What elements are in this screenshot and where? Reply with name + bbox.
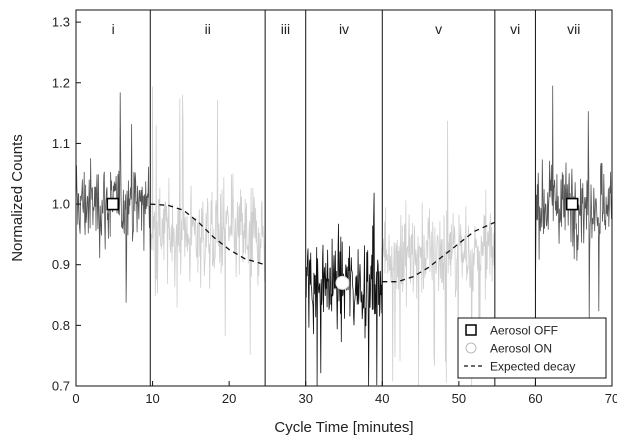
phase-label-i: i [112, 21, 115, 37]
noise-trace-5 [535, 85, 613, 323]
phase-labels: i ii iii iv v vi vii [112, 21, 581, 37]
phase-label-iv: iv [339, 21, 349, 37]
legend-box [457, 317, 607, 379]
noise-trace-4 [381, 120, 496, 387]
x-axis-label: Cycle Time [minutes] [274, 419, 413, 436]
plot-frame [75, 9, 613, 387]
phase-label-vii: vii [567, 21, 580, 37]
legend-label: Expected decay [490, 360, 575, 374]
y-tick-label: 1.0 [52, 197, 70, 212]
expected-decay-line [382, 221, 496, 283]
noise-trace-2 [149, 86, 266, 355]
legend-circle-symbol [465, 342, 477, 354]
y-tick-label: 0.8 [52, 318, 70, 333]
x-tick-label: 40 [375, 391, 389, 406]
x-tick-label: 20 [222, 391, 236, 406]
y-axis-label: Normalized Counts [9, 134, 26, 262]
x-tick-label: 30 [298, 391, 312, 406]
y-axis-ticks: 0.7 0.8 0.9 1.0 1.1 1.2 1.3 [52, 15, 81, 394]
y-tick-label: 1.1 [52, 136, 70, 151]
y-tick-label: 0.7 [52, 379, 70, 394]
legend-label: Aerosol ON [490, 342, 552, 356]
aerosol-off-marker [565, 197, 579, 211]
phase-label-ii: ii [205, 21, 211, 37]
noise-trace-1 [75, 92, 151, 303]
phase-label-v: v [435, 21, 442, 37]
x-tick-label: 60 [528, 391, 542, 406]
y-tick-label: 0.9 [52, 257, 70, 272]
x-tick-label: 10 [145, 391, 159, 406]
legend-square-symbol [465, 324, 477, 336]
x-tick-label: 50 [452, 391, 466, 406]
mean-markers [106, 197, 579, 290]
legend: Aerosol OFF Aerosol ON Expected decay [457, 317, 607, 379]
expected-decay-line [150, 203, 266, 266]
expected-decay-curves [150, 203, 496, 283]
y-tick-label: 1.3 [52, 15, 70, 30]
y-tick-label: 1.2 [52, 75, 70, 90]
aerosol-on-marker [335, 275, 350, 290]
x-tick-label: 0 [72, 391, 79, 406]
legend-label: Aerosol OFF [490, 324, 558, 338]
phase-label-vi: vi [510, 21, 520, 37]
x-tick-label: 70 [605, 391, 617, 406]
x-axis-ticks: 0 10 20 30 40 50 60 70 [72, 381, 617, 406]
phase-label-iii: iii [281, 21, 290, 37]
aerosol-off-marker [106, 197, 120, 211]
